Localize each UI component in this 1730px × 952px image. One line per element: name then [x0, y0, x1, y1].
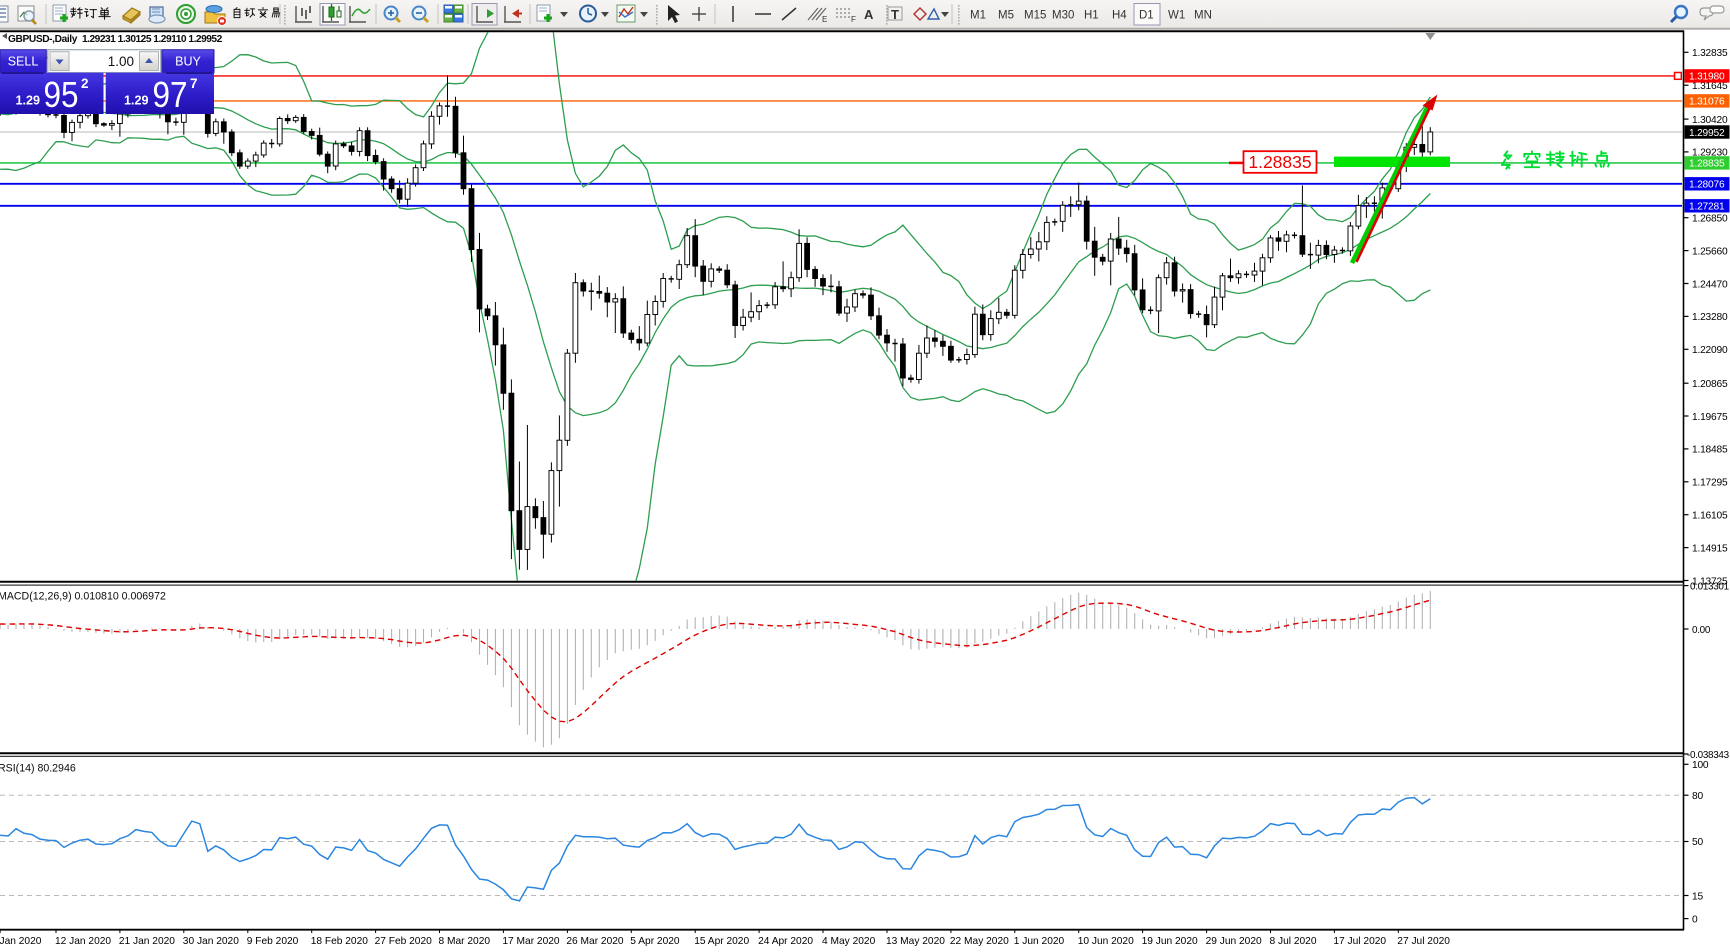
svg-text:30 Jan 2020: 30 Jan 2020: [183, 936, 239, 947]
svg-text:1.29230: 1.29230: [1692, 148, 1728, 159]
svg-text:4 May 2020: 4 May 2020: [822, 936, 876, 947]
svg-text:17 Jul 2020: 17 Jul 2020: [1333, 936, 1386, 947]
svg-text:1.29: 1.29: [124, 93, 149, 107]
svg-text:100: 100: [1692, 760, 1709, 771]
svg-text:MN: MN: [1194, 10, 1212, 22]
svg-text:21 Jan 2020: 21 Jan 2020: [119, 936, 175, 947]
svg-text:50: 50: [1692, 837, 1703, 848]
svg-text:BUY: BUY: [175, 54, 201, 68]
svg-text:22 May 2020: 22 May 2020: [950, 936, 1009, 947]
svg-text:M1: M1: [970, 10, 986, 22]
svg-text:24 Apr 2020: 24 Apr 2020: [758, 936, 813, 947]
svg-text:95: 95: [44, 74, 79, 115]
svg-text:1.23280: 1.23280: [1692, 312, 1728, 323]
svg-text:7: 7: [190, 76, 198, 91]
svg-text:1.20865: 1.20865: [1692, 379, 1728, 390]
svg-text:1.31980: 1.31980: [1689, 72, 1725, 83]
svg-text:1.26850: 1.26850: [1692, 214, 1728, 225]
svg-text:1.19675: 1.19675: [1692, 412, 1728, 423]
svg-text:GBPUSD-,Daily: GBPUSD-,Daily: [8, 34, 78, 45]
svg-text:1 Jun 2020: 1 Jun 2020: [1014, 936, 1065, 947]
svg-text:H4: H4: [1112, 10, 1127, 22]
svg-text:1.22090: 1.22090: [1692, 345, 1728, 356]
svg-text:13 May 2020: 13 May 2020: [886, 936, 945, 947]
svg-text:1.32835: 1.32835: [1692, 48, 1728, 59]
svg-text:1.29: 1.29: [16, 93, 41, 107]
svg-text:0.013301: 0.013301: [1690, 581, 1730, 592]
svg-text:80: 80: [1692, 791, 1703, 802]
svg-text:D1: D1: [1139, 10, 1154, 22]
svg-text:M15: M15: [1024, 10, 1046, 22]
svg-text:27 Jul 2020: 27 Jul 2020: [1397, 936, 1450, 947]
svg-text:M30: M30: [1052, 10, 1074, 22]
svg-text:12 Jan 2020: 12 Jan 2020: [55, 936, 111, 947]
svg-text:15: 15: [1692, 891, 1703, 902]
svg-text:9 Feb 2020: 9 Feb 2020: [247, 936, 299, 947]
svg-text:8 Mar 2020: 8 Mar 2020: [439, 936, 491, 947]
svg-text:1.14915: 1.14915: [1692, 543, 1728, 554]
svg-text:0.00: 0.00: [1692, 625, 1711, 636]
svg-text:1.31645: 1.31645: [1692, 81, 1728, 92]
svg-text:H1: H1: [1084, 10, 1099, 22]
svg-text:1.31076: 1.31076: [1689, 97, 1725, 108]
svg-text:RSI(14) 80.2946: RSI(14) 80.2946: [0, 763, 76, 775]
svg-text:1.24470: 1.24470: [1692, 279, 1728, 290]
svg-text:1.13725: 1.13725: [1692, 576, 1728, 587]
svg-text:27 Feb 2020: 27 Feb 2020: [375, 936, 433, 947]
svg-text:1.27281: 1.27281: [1689, 202, 1725, 213]
svg-text:1.29231 1.30125 1.29110 1.2995: 1.29231 1.30125 1.29110 1.29952: [82, 34, 223, 45]
svg-text:E: E: [822, 15, 827, 24]
svg-text:1.28835: 1.28835: [1248, 152, 1311, 172]
svg-text:97: 97: [153, 74, 188, 115]
svg-text:0: 0: [1692, 914, 1698, 925]
svg-text:M5: M5: [998, 10, 1014, 22]
svg-text:26 Mar 2020: 26 Mar 2020: [566, 936, 624, 947]
svg-text:MACD(12,26,9) 0.010810 0.00697: MACD(12,26,9) 0.010810 0.006972: [0, 591, 166, 603]
svg-text:2: 2: [81, 76, 89, 91]
svg-text:1.00: 1.00: [108, 54, 134, 69]
svg-text:1.17295: 1.17295: [1692, 478, 1728, 489]
svg-text:1.16105: 1.16105: [1692, 511, 1728, 522]
svg-text:A: A: [864, 7, 874, 22]
svg-text:17 Mar 2020: 17 Mar 2020: [502, 936, 560, 947]
svg-text:T: T: [891, 7, 899, 22]
svg-text:29 Jun 2020: 29 Jun 2020: [1206, 936, 1262, 947]
svg-text:3 Jan 2020: 3 Jan 2020: [0, 936, 42, 947]
svg-text:W1: W1: [1168, 10, 1185, 22]
svg-text:1.30420: 1.30420: [1692, 115, 1728, 126]
svg-text:-0.038343: -0.038343: [1687, 750, 1730, 761]
svg-text:1.29952: 1.29952: [1689, 128, 1725, 139]
svg-text:1.28076: 1.28076: [1689, 180, 1725, 191]
svg-text:10 Jun 2020: 10 Jun 2020: [1078, 936, 1134, 947]
svg-text:8 Jul 2020: 8 Jul 2020: [1270, 936, 1317, 947]
svg-text:SELL: SELL: [8, 54, 39, 68]
svg-text:18 Feb 2020: 18 Feb 2020: [311, 936, 369, 947]
svg-text:1.25660: 1.25660: [1692, 246, 1728, 257]
svg-text:F: F: [851, 15, 856, 24]
svg-text:15 Apr 2020: 15 Apr 2020: [694, 936, 749, 947]
svg-text:1.28835: 1.28835: [1689, 159, 1725, 170]
svg-text:1.18485: 1.18485: [1692, 445, 1728, 456]
svg-text:19 Jun 2020: 19 Jun 2020: [1142, 936, 1198, 947]
svg-text:5 Apr 2020: 5 Apr 2020: [630, 936, 680, 947]
